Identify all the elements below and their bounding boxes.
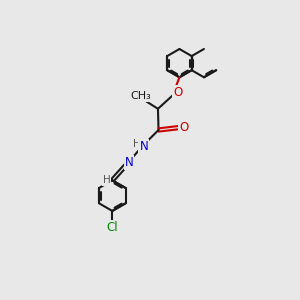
Text: CH₃: CH₃ bbox=[130, 92, 151, 101]
Text: H: H bbox=[103, 175, 110, 185]
Text: H: H bbox=[133, 139, 141, 149]
Text: N: N bbox=[140, 140, 148, 153]
Text: O: O bbox=[173, 86, 182, 99]
Text: Cl: Cl bbox=[106, 221, 118, 234]
Text: O: O bbox=[179, 121, 188, 134]
Text: N: N bbox=[125, 156, 134, 169]
